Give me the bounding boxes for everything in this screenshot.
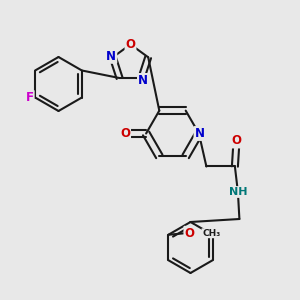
Text: O: O xyxy=(184,227,194,240)
Text: N: N xyxy=(138,74,148,87)
Text: O: O xyxy=(231,134,242,148)
Text: O: O xyxy=(125,38,136,51)
Text: O: O xyxy=(120,127,130,140)
Text: CH₃: CH₃ xyxy=(202,229,220,238)
Text: NH: NH xyxy=(229,187,247,197)
Text: F: F xyxy=(26,91,34,104)
Text: N: N xyxy=(194,127,205,140)
Text: N: N xyxy=(106,50,116,63)
